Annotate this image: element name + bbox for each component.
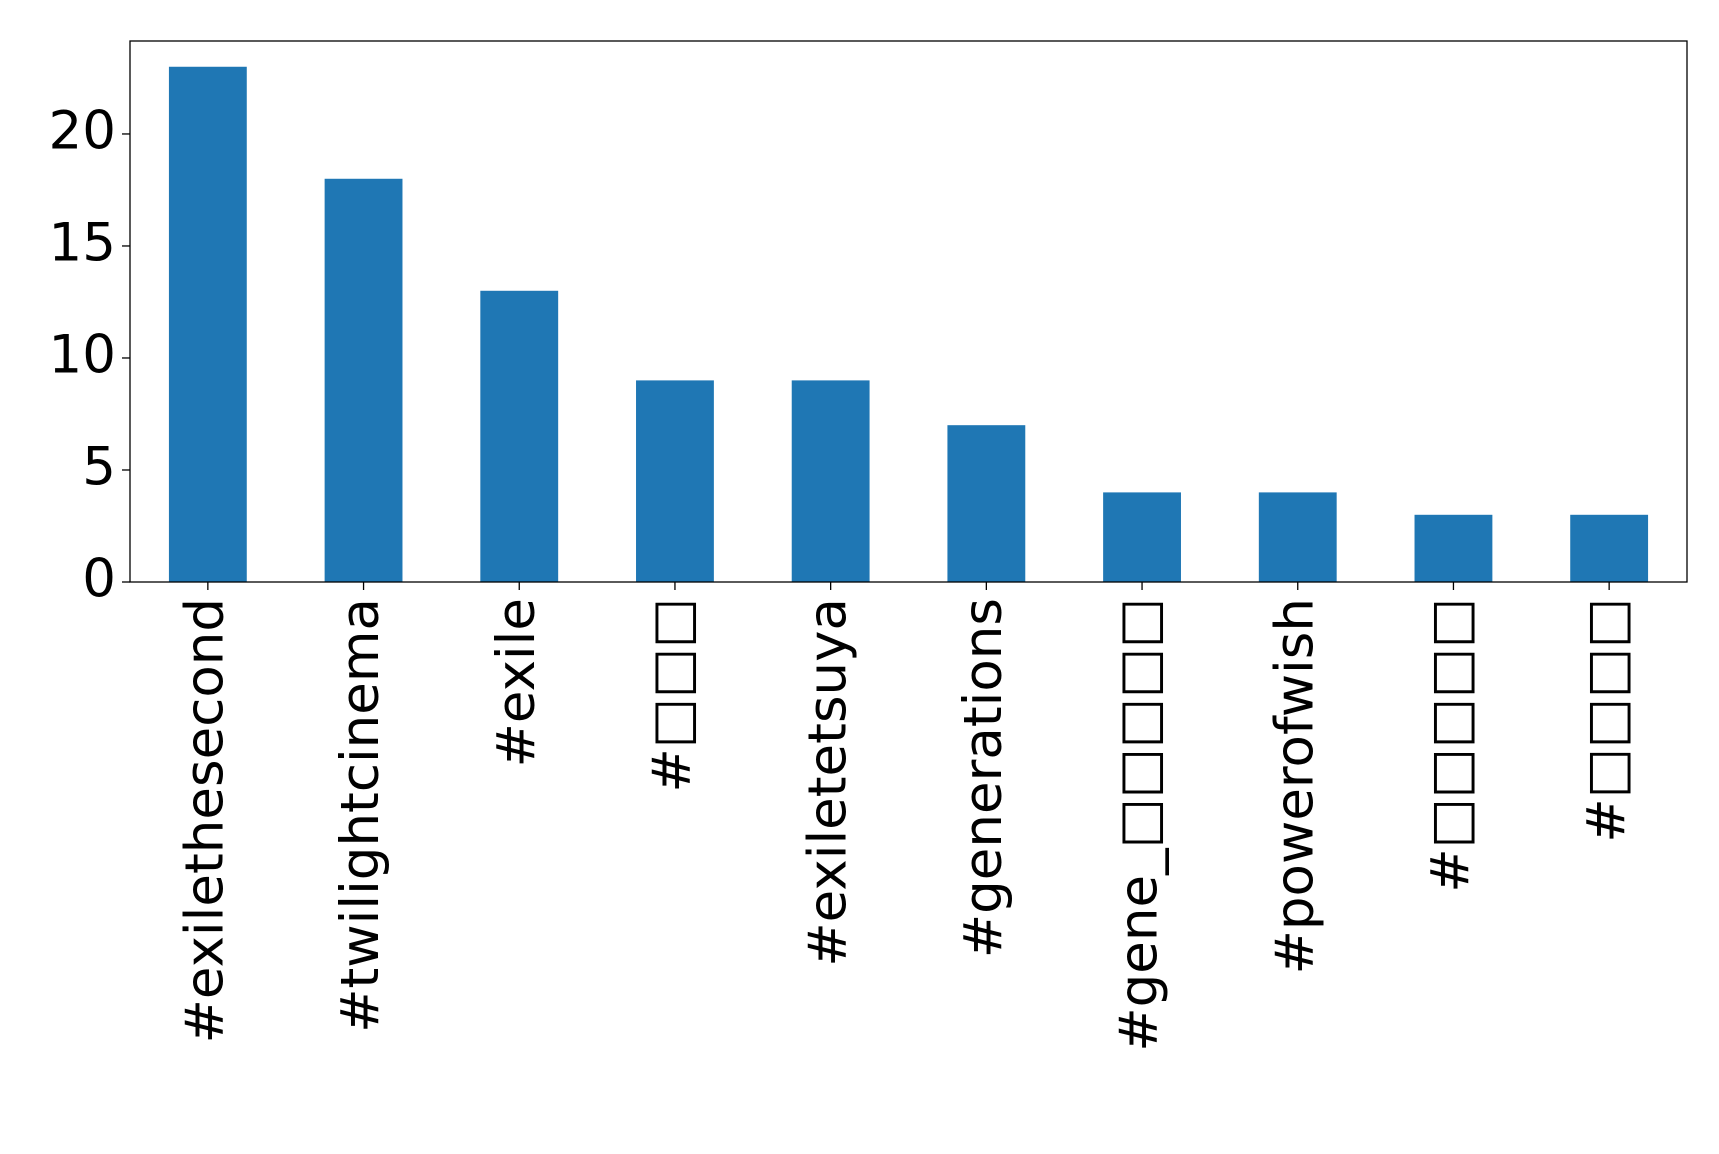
bar [1570,514,1649,582]
x-tick-label: #□□□□□ [1420,598,1481,893]
bar [1414,514,1493,582]
y-tick-label: 0 [82,549,116,610]
bar [1103,492,1181,582]
y-tick-label: 5 [82,437,116,498]
x-tick-label: #twilightcinema [330,598,391,1033]
y-tick-label: 20 [49,101,116,162]
x-tick-label: #□□□ [642,598,703,793]
plot-frame [129,40,1688,583]
x-tick-label: #gene_□□□□□ [1109,598,1170,1052]
bar [636,380,714,582]
x-tick-label: #exiletetsuya [797,598,858,967]
x-tick-label: #powerofwish [1264,598,1325,975]
bar [791,380,870,582]
x-tick-label: #□□□□ [1576,598,1637,843]
x-tick-label: #exile [486,598,547,768]
y-tick-label: 10 [49,325,116,386]
x-tick-label: #exilethesecond [174,598,235,1044]
bar [480,290,559,582]
y-tick-label: 15 [49,213,116,274]
x-tick-label: #generations [953,598,1014,958]
bar [1258,492,1337,582]
bar [168,66,247,582]
bar [947,425,1026,582]
bar [324,178,403,582]
